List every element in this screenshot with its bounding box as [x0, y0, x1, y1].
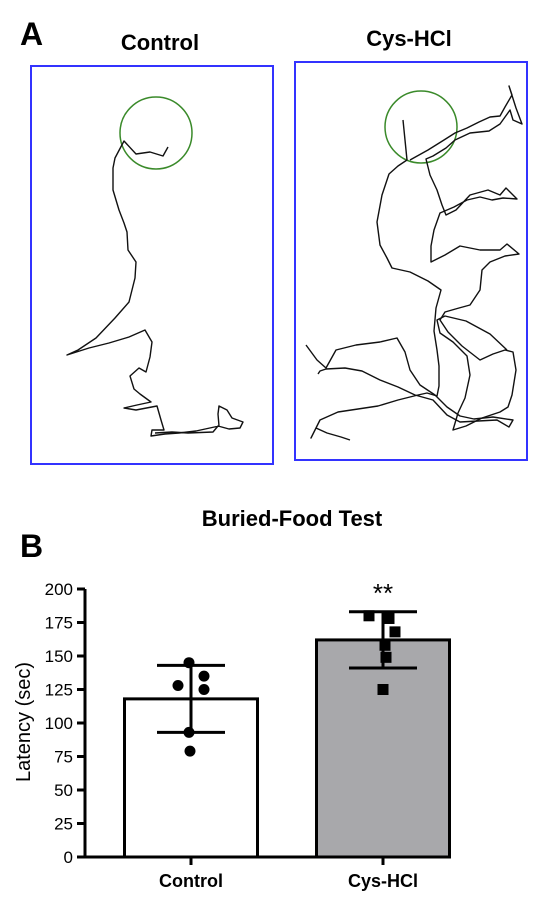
cys-hcl-arena-title: Cys-HCl [366, 26, 452, 51]
control-track-path [66, 140, 244, 437]
x-tick-label: Control [159, 871, 223, 891]
y-tick-label: 150 [45, 647, 73, 666]
y-tick-label: 200 [45, 580, 73, 599]
y-tick-label: 50 [54, 781, 73, 800]
control-arena [30, 65, 274, 465]
data-point [172, 679, 184, 691]
cys-hcl-arena-border [294, 61, 528, 461]
significance-marker: ** [373, 578, 393, 608]
data-point [380, 651, 392, 663]
data-point [383, 612, 395, 624]
y-tick-label: 75 [54, 748, 73, 767]
bar-chart: 0 25 50 75 100 125 150 175 200 Control Cys-HCl ** [45, 578, 451, 891]
control-arena-border [30, 65, 274, 465]
y-tick-label: 125 [45, 681, 73, 700]
y-tick-label: 25 [54, 815, 73, 834]
y-axis-label: Latency (sec) [13, 662, 35, 782]
y-tick-label: 175 [45, 614, 73, 633]
data-point [389, 626, 401, 638]
data-point [183, 726, 195, 738]
x-tick-label: Cys-HCl [348, 871, 418, 891]
control-target-zone [119, 96, 193, 170]
cys-hcl-target-zone [384, 90, 458, 164]
data-point [198, 670, 210, 682]
panel-b-label: B [20, 528, 43, 564]
chart-title: Buried-Food Test [202, 506, 383, 531]
cys-hcl-track-path-2 [409, 85, 523, 431]
data-point [198, 684, 210, 695]
y-tick-label: 0 [64, 848, 73, 867]
data-point [377, 684, 389, 695]
cys-hcl-track-path-3 [305, 337, 514, 428]
y-tick-label: 100 [45, 714, 73, 733]
cys-hcl-track-path-1 [310, 119, 442, 441]
data-point [363, 610, 375, 622]
bar-cys-hcl [315, 638, 451, 859]
control-arena-title: Control [121, 30, 199, 55]
data-point [184, 745, 196, 757]
cys-hcl-arena [294, 61, 528, 461]
data-point [379, 639, 391, 651]
data-point [183, 657, 195, 669]
panel-a-label: A [20, 16, 43, 52]
